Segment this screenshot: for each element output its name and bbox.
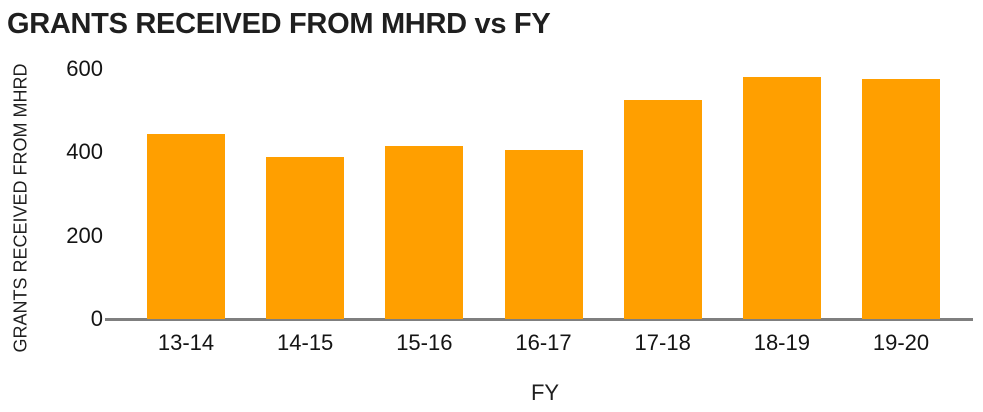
bar-17-18 [623,100,702,319]
chart-title: GRANTS RECEIVED FROM MHRD vs FY [7,8,551,40]
y-tick-label-600: 600 [66,56,103,81]
x-tick-label-16-17: 16-17 [515,330,572,355]
bar-18-19 [742,77,821,319]
x-tick-label-19-20: 19-20 [872,330,930,355]
bar-15-16 [385,146,464,319]
x-axis-line [105,318,973,321]
bar-19-20 [862,79,941,319]
y-tick-label-400: 400 [66,139,103,165]
y-axis-label: GRANTS RECEIVED FROM MHRD [10,63,31,353]
x-tick-label-18-19: 18-19 [753,330,810,355]
bar-14-15 [266,156,345,319]
y-tick-label-200: 200 [66,222,103,248]
x-tick-label-13-14: 13-14 [157,330,215,355]
bar-13-14 [147,133,225,319]
y-tick-label-0: 0 [90,306,103,331]
bar-16-17 [504,150,583,319]
x-tick-label-14-15: 14-15 [277,330,334,355]
x-tick-label-15-16: 15-16 [396,330,453,355]
x-tick-label-17-18: 17-18 [634,330,691,355]
x-axis-label: FY [530,380,560,405]
